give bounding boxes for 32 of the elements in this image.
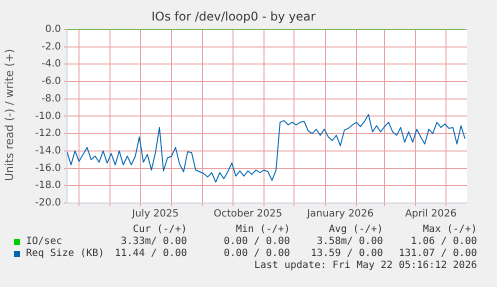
chart-title: IOs for /dev/loop0 - by year bbox=[151, 9, 316, 24]
x-tick-label: January 2026 bbox=[306, 208, 374, 220]
text: Last update: Fri May 22 05:16:12 2026 bbox=[254, 260, 477, 271]
y-tick-label: -12.0 bbox=[35, 128, 61, 140]
text: 0.00 / 0.00 bbox=[224, 236, 290, 247]
x-tick-label: April 2026 bbox=[405, 208, 457, 220]
x-tick-label: October 2025 bbox=[214, 208, 282, 220]
text: 13.59 / 0.00 bbox=[310, 248, 383, 259]
text: 3.33m/ 0.00 bbox=[120, 236, 187, 247]
y-tick-label: -16.0 bbox=[35, 162, 61, 174]
y-tick-label: -8.0 bbox=[41, 93, 61, 104]
text: Cur (-/+) bbox=[132, 224, 187, 235]
y-axis-title: Units read (-) / write (+) bbox=[3, 48, 16, 181]
y-tick-label: -6.0 bbox=[41, 76, 61, 88]
y-tick-label: -10.0 bbox=[35, 110, 61, 122]
text: 0.00 / 0.00 bbox=[224, 248, 290, 259]
text: 11.44 / 0.00 bbox=[114, 248, 187, 259]
text: Avg (-/+) bbox=[328, 224, 383, 235]
y-tick-label: -18.0 bbox=[35, 180, 61, 192]
text: 1.06 / 0.00 bbox=[410, 236, 477, 247]
x-tick-label: July 2025 bbox=[131, 208, 179, 220]
y-tick-label: -2.0 bbox=[41, 41, 61, 52]
text: Max (-/+) bbox=[422, 224, 477, 235]
text: 131.07 / 0.00 bbox=[398, 248, 477, 259]
legend-label: Req Size (KB) bbox=[26, 248, 104, 259]
text: Min (-/+) bbox=[236, 224, 290, 235]
y-tick-label: -14.0 bbox=[35, 146, 61, 157]
y-tick-label: 0.0 bbox=[45, 24, 61, 35]
y-tick-label: -20.0 bbox=[35, 198, 61, 209]
text: 3.58m/ 0.00 bbox=[316, 236, 383, 247]
y-tick-label: -4.0 bbox=[41, 58, 61, 70]
legend-label: IO/sec bbox=[26, 236, 62, 247]
